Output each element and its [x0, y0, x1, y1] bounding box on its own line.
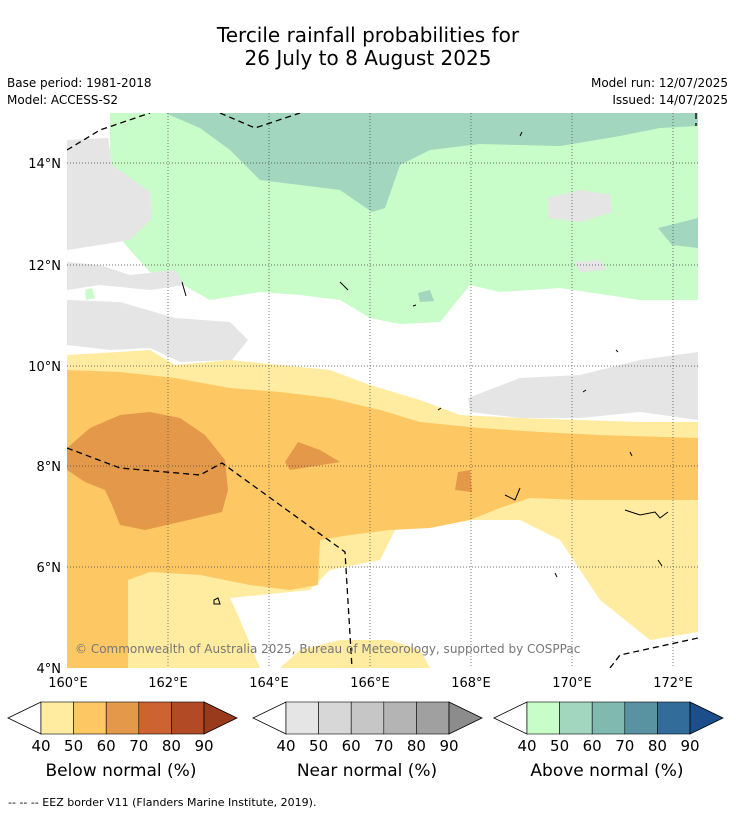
near-normal-colorbar-low-extension — [252, 701, 287, 735]
near-normal-colorbar-tick-label: 40 — [276, 737, 295, 755]
copyright-notice: © Commonwealth of Australia 2025, Bureau… — [75, 642, 580, 656]
above-normal-colorbar-segment — [526, 701, 560, 735]
lon-label: 166°E — [350, 676, 390, 691]
below-normal-colorbar-segment — [40, 701, 74, 735]
below-normal-colorbar-tick-label: 90 — [194, 737, 213, 755]
map-gridlines — [67, 113, 698, 668]
above-normal-colorbar-segment — [591, 701, 626, 735]
near-normal-colorbar-tick-label: 80 — [407, 737, 426, 755]
above-normal-colorbar-segment — [624, 701, 658, 735]
above-normal-colorbar-tick-label: 80 — [648, 737, 667, 755]
above-normal-50-region — [165, 113, 698, 212]
map-title-line2: 26 July to 8 August 2025 — [244, 46, 492, 70]
below-normal-colorbar-tick-label: 70 — [129, 737, 148, 755]
lon-label: 168°E — [451, 676, 491, 691]
lat-label: 8°N — [37, 460, 62, 475]
islands — [181, 131, 669, 605]
above-normal-colorbar-segment — [559, 701, 593, 735]
above-normal-colorbar-tick-label: 90 — [680, 737, 699, 755]
near-normal-colorbar-segment — [285, 701, 319, 735]
near-normal-40-region — [67, 138, 152, 250]
near-normal-colorbar-segment — [350, 701, 385, 735]
lon-label: 164°E — [249, 676, 289, 691]
near-normal-colorbar-segment — [383, 701, 417, 735]
above-normal-colorbar-tick-label: 50 — [550, 737, 569, 755]
near-normal-40-region — [67, 300, 248, 362]
lon-label: 160°E — [48, 676, 88, 691]
below-normal-colorbar-segment — [73, 701, 107, 735]
below-normal-60-region — [285, 442, 340, 470]
eez-footnote: -- -- -- EEZ border V11 (Flanders Marine… — [8, 796, 317, 809]
near-normal-colorbar-tick-label: 50 — [309, 737, 328, 755]
below-normal-colorbar-segment — [171, 701, 205, 735]
near-normal-40-region — [548, 190, 612, 222]
above-normal-colorbar-low-extension — [493, 701, 528, 735]
near-normal-colorbar-tick-label: 90 — [439, 737, 458, 755]
near-normal-legend-label: Near normal (%) — [296, 761, 438, 781]
above-normal-legend-label: Above normal (%) — [530, 761, 684, 781]
near-normal-colorbar-tick-label: 70 — [374, 737, 393, 755]
near-normal-colorbar-segment — [416, 701, 450, 735]
model-run: Model run: 12/07/2025 — [590, 76, 728, 90]
lon-label: 172°E — [653, 676, 693, 691]
colorbar-legends: 40 50 60 70 80 90 40 50 60 70 80 90 40 50 60 70 80 90 — [7, 701, 724, 755]
below-normal-legend-label: Below normal (%) — [45, 761, 197, 781]
below-normal-colorbar-segment — [105, 701, 140, 735]
above-normal-50-region — [418, 290, 434, 302]
lat-label: 10°N — [28, 360, 61, 375]
above-normal-50-region — [658, 218, 698, 248]
below-normal-50-region — [67, 370, 698, 668]
model-name: Model: ACCESS-S2 — [7, 93, 119, 107]
below-normal-colorbar-tick-label: 80 — [162, 737, 181, 755]
lat-label: 12°N — [28, 259, 61, 274]
lon-label: 170°E — [552, 676, 592, 691]
below-normal-colorbar-high-extension — [203, 701, 238, 735]
above-normal-40-region — [85, 288, 95, 300]
near-normal-colorbar-high-extension — [448, 701, 483, 735]
below-normal-colorbar-low-extension — [7, 701, 42, 735]
above-normal-colorbar-tick-label: 60 — [583, 737, 602, 755]
eez-border — [67, 113, 698, 668]
lat-label: 6°N — [37, 561, 62, 576]
lat-label: 14°N — [28, 157, 61, 172]
lat-label: 4°N — [37, 662, 62, 677]
below-normal-colorbar-segment — [138, 701, 172, 735]
near-normal-40-region — [574, 260, 606, 272]
below-normal-colorbar-tick-label: 60 — [97, 737, 116, 755]
below-normal-colorbar-tick-label: 40 — [31, 737, 50, 755]
near-normal-40-region — [468, 352, 698, 420]
above-normal-colorbar-tick-label: 40 — [517, 737, 536, 755]
below-normal-60-region — [455, 470, 472, 492]
above-normal-colorbar-tick-label: 70 — [615, 737, 634, 755]
issued-date: Issued: 14/07/2025 — [612, 93, 728, 107]
map-title-line1: Tercile rainfall probabilities for — [216, 23, 520, 47]
near-normal-colorbar-segment — [318, 701, 352, 735]
above-normal-colorbar-high-extension — [689, 701, 724, 735]
base-period: Base period: 1981-2018 — [7, 76, 152, 90]
near-normal-40-region — [67, 262, 185, 290]
above-normal-colorbar-segment — [657, 701, 691, 735]
map-plot-area: © Commonwealth of Australia 2025, Bureau… — [67, 113, 698, 668]
no-dominant-category-region — [230, 520, 698, 668]
lon-label: 162°E — [148, 676, 188, 691]
near-normal-colorbar-tick-label: 60 — [342, 737, 361, 755]
below-normal-colorbar-tick-label: 50 — [64, 737, 83, 755]
